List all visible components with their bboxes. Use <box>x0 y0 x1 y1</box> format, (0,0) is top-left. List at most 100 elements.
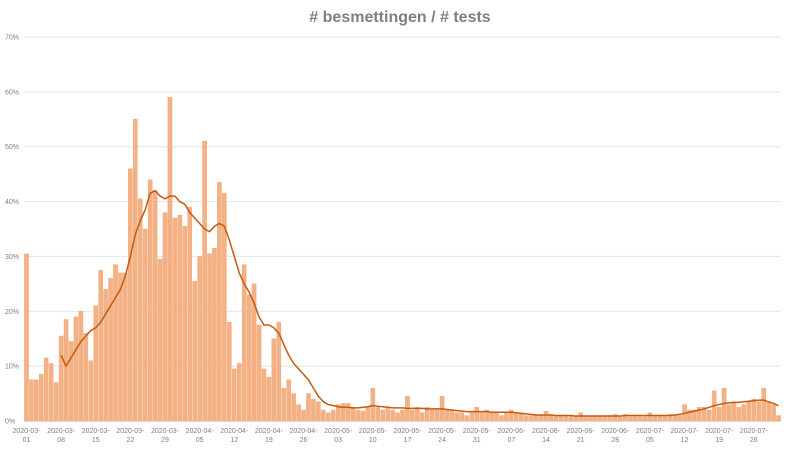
x-tick-label: 2020-03-15 <box>82 428 111 444</box>
x-tick-label: 2020-05-31 <box>463 428 492 444</box>
bar <box>24 253 29 422</box>
bar <box>142 228 148 422</box>
bar <box>449 409 455 422</box>
bar <box>118 272 123 422</box>
bar <box>637 416 643 422</box>
bar <box>617 416 623 422</box>
bar <box>563 415 569 422</box>
bar <box>78 311 84 422</box>
bar <box>672 415 677 422</box>
bar <box>667 414 672 422</box>
bar <box>647 412 653 422</box>
bar <box>34 379 39 422</box>
y-tick-label: 70% <box>5 35 19 42</box>
x-tick-label: 2020-04-12 <box>220 428 249 444</box>
bar <box>484 409 489 422</box>
bar <box>509 409 514 422</box>
bar <box>474 407 479 422</box>
chart-title: # besmettingen / # tests <box>309 9 490 26</box>
bar <box>207 253 212 422</box>
bar <box>756 401 762 422</box>
trend-line <box>60 189 779 417</box>
x-tick-label: 2020-06-07 <box>497 428 526 444</box>
bar <box>241 264 247 422</box>
bar <box>434 409 440 422</box>
bar <box>612 414 618 422</box>
y-tick-label: 60% <box>5 89 19 96</box>
bar <box>776 415 781 422</box>
bar <box>321 409 326 422</box>
x-tick-label: 2020-03-22 <box>116 428 145 444</box>
bar <box>469 412 475 422</box>
bar <box>133 119 138 422</box>
bar <box>444 409 450 422</box>
bar <box>622 414 628 422</box>
bar <box>355 409 361 422</box>
bar <box>533 415 539 422</box>
bar <box>123 272 128 422</box>
bar <box>583 416 588 422</box>
bar <box>548 415 554 422</box>
bar <box>553 415 559 422</box>
bar <box>152 190 158 422</box>
bar <box>360 410 366 422</box>
bar <box>172 217 178 422</box>
bar <box>420 412 425 422</box>
bar <box>330 409 336 422</box>
bar <box>523 415 529 422</box>
bar <box>162 212 168 422</box>
bar <box>543 410 549 422</box>
x-tick-label: 2020-07-26 <box>740 428 769 444</box>
bar <box>187 206 193 422</box>
bar <box>256 324 262 422</box>
bar <box>271 338 277 422</box>
bar <box>177 215 183 422</box>
bar <box>464 415 470 422</box>
x-tick-label: 2020-03-29 <box>151 428 180 444</box>
x-tick-label: 2020-07-05 <box>636 428 665 444</box>
bar <box>652 415 658 422</box>
bar <box>697 407 702 422</box>
bar <box>702 407 707 422</box>
y-tick-label: 30% <box>5 254 19 261</box>
bar <box>83 333 89 422</box>
bar <box>751 398 757 422</box>
x-tick-label: 2020-04-26 <box>290 428 319 444</box>
y-tick-label: 20% <box>5 309 19 316</box>
bar <box>296 404 301 422</box>
bar <box>608 416 613 422</box>
bar <box>147 179 153 422</box>
x-tick-label: 2020-03-08 <box>47 428 76 444</box>
x-tick-label: 2020-07-12 <box>671 428 700 444</box>
bar <box>326 412 331 422</box>
bar <box>167 97 173 422</box>
x-tick-label: 2020-03-01 <box>12 428 41 444</box>
bar <box>227 322 232 422</box>
bar <box>746 401 752 422</box>
bar <box>266 376 272 422</box>
bar <box>197 256 202 422</box>
bar <box>43 357 49 422</box>
bar <box>736 407 742 422</box>
bar <box>108 278 113 422</box>
x-tick-label: 2020-05-10 <box>359 428 388 444</box>
bar <box>395 412 400 422</box>
bar <box>380 409 385 422</box>
bar <box>538 415 544 422</box>
bar <box>340 403 346 422</box>
bar <box>39 374 44 422</box>
bar <box>370 387 376 422</box>
bar <box>692 409 697 422</box>
bar <box>68 341 74 422</box>
bar <box>365 407 371 422</box>
y-tick-label: 50% <box>5 144 19 151</box>
bar <box>721 387 727 422</box>
bar <box>157 258 163 422</box>
bar <box>657 415 663 422</box>
bar <box>479 412 484 422</box>
bar <box>429 409 435 422</box>
bar <box>311 398 316 422</box>
bar <box>29 379 34 422</box>
x-tick-label: 2020-06-14 <box>532 428 561 444</box>
